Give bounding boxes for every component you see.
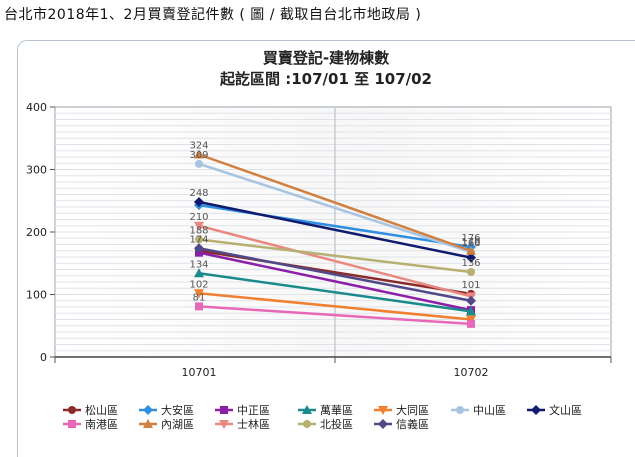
x-tick-label: 10702 [454,366,489,379]
series-line [198,224,472,298]
data-point-marker [195,302,203,311]
data-label: 324 [189,141,208,152]
y-tick-label: 400 [26,101,47,114]
data-label: 248 [189,188,208,199]
legend-label: 中山區 [473,404,506,417]
legend-label: 松山區 [85,403,118,417]
series-line [198,272,472,313]
legend-marker [303,420,311,428]
series-line [198,251,472,312]
legend-marker [68,406,76,414]
x-tick-label: 10701 [182,366,217,379]
legend-label: 南港區 [85,418,118,431]
data-point-marker [195,159,203,168]
series-line [198,305,472,326]
data-label: 176 [461,233,480,244]
legend-label: 大同區 [396,403,429,417]
legend-marker [378,419,388,429]
data-label: 102 [189,279,208,290]
y-tick-label: 200 [26,226,47,239]
data-point-marker [467,268,475,276]
data-label: 210 [189,212,208,223]
data-label: 170 [461,237,480,248]
data-point-marker [194,149,204,159]
data-label: 136 [461,258,480,269]
series-line [198,247,472,302]
legend-marker [143,419,153,428]
page-caption: 台北市2018年1、2月買賣登記件數 ( 圖 / 截取自台北市地政局 ) [4,7,422,23]
series-line [198,238,472,274]
data-point-marker [466,245,476,255]
data-point-marker [467,319,475,328]
legend-marker [143,405,153,415]
data-label: 168 [461,238,480,249]
data-point-marker [194,268,204,278]
data-point-marker [194,197,204,207]
data-point-marker [466,306,476,316]
data-label: 174 [189,234,208,245]
y-tick-label: 100 [26,289,47,302]
data-label: 81 [193,292,206,303]
series-line [198,200,472,259]
legend-label: 中正區 [237,404,270,417]
legend-label: 內湖區 [161,418,194,431]
legend-marker [456,406,464,414]
line-chart: 買賣登記-建物棟數 起訖區間 :107/01 至 107/02 0 100 200 3… [26,49,612,431]
data-point-marker [466,252,476,263]
data-point-marker [194,221,204,231]
legend-marker [219,420,229,429]
legend-marker [220,406,228,414]
series-line [198,292,472,321]
data-point-marker [194,243,204,254]
chart-panel: 買賣登記-建物棟數 起訖區間 :107/01 至 107/02 0 100 200 3… [17,40,635,457]
legend-label: 北投區 [320,417,353,431]
y-tick-label: 0 [40,351,47,364]
legend-label: 大安區 [161,403,194,417]
legend-label: 文山區 [549,403,582,417]
data-point-marker [194,289,204,299]
chart-subtitle: 起訖區間 :107/01 至 107/02 [219,70,432,88]
series-line [198,162,472,254]
legend-marker [68,420,76,428]
legend-label: 士林區 [237,417,270,431]
data-point-marker [195,235,203,244]
legend-label: 萬華區 [320,404,353,417]
chart-title: 買賣登記-建物棟數 [263,49,389,67]
data-label: 188 [189,226,208,237]
legend-marker [302,405,312,414]
data-label: 134 [189,259,208,270]
legend-marker [531,405,541,415]
data-point-marker [466,295,476,306]
legend-marker [378,406,388,415]
data-label: 101 [461,280,480,291]
y-tick-label: 300 [26,164,47,177]
data-label: 309 [189,150,208,161]
series-line [198,153,472,252]
legend-label: 信義區 [396,417,429,431]
